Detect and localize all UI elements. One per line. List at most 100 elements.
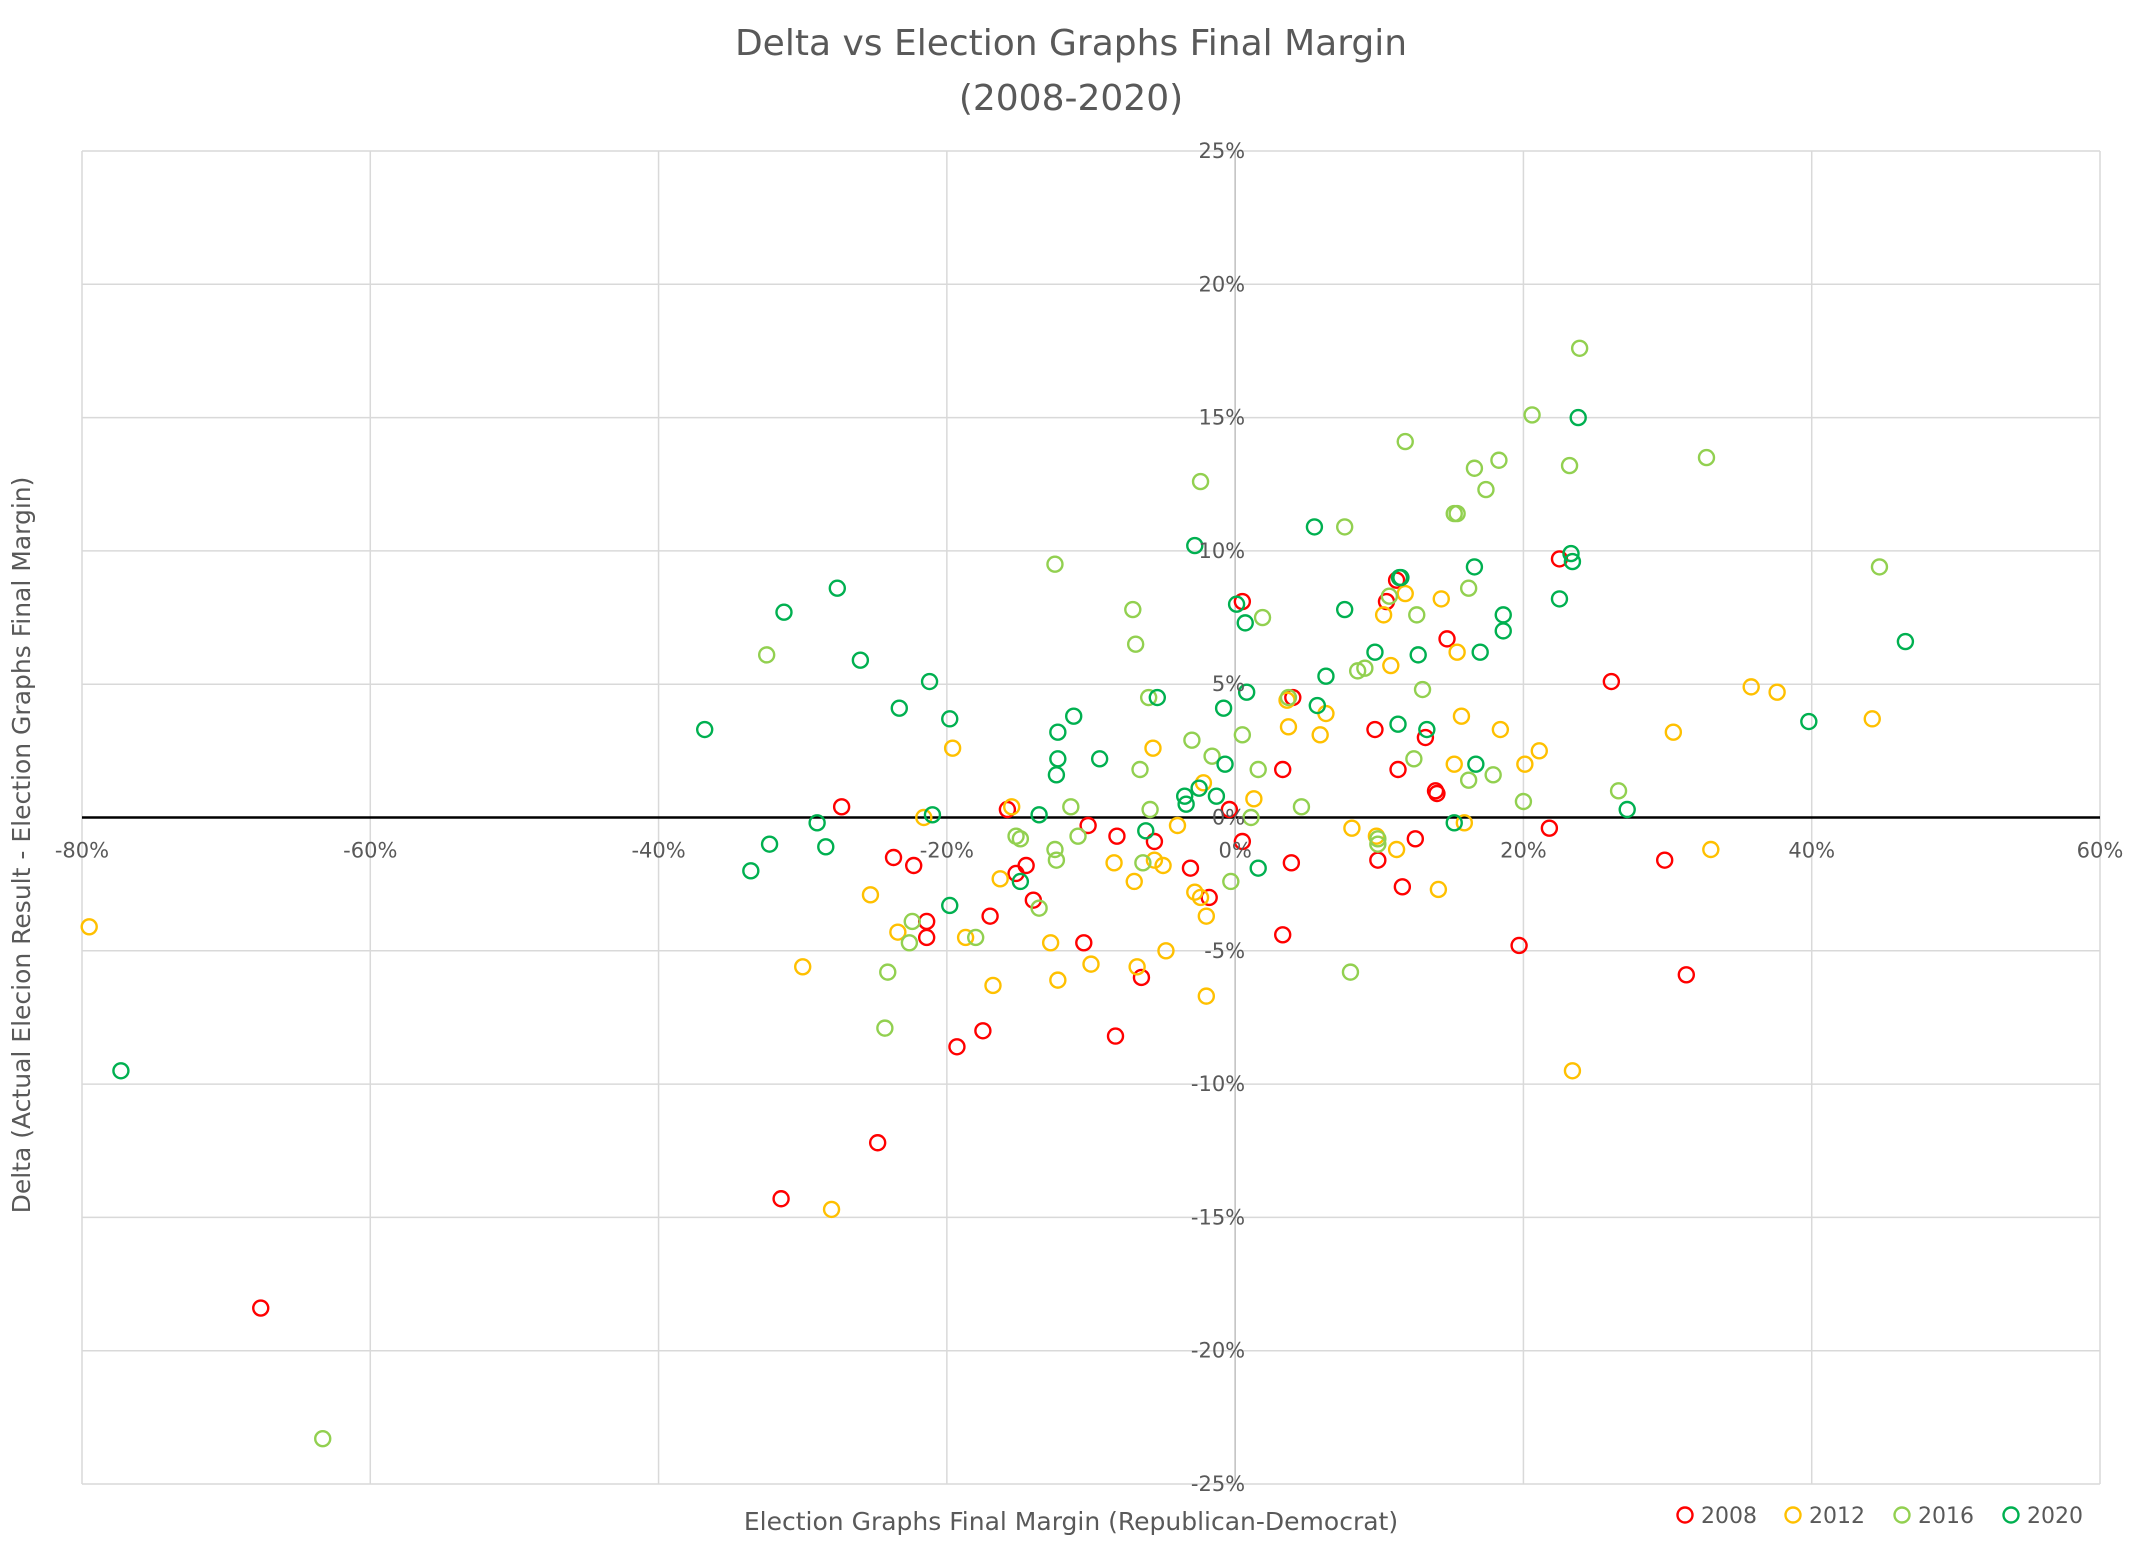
point-2020 <box>851 651 870 669</box>
point-2020 <box>1305 518 1324 536</box>
point-2020 <box>1148 688 1167 707</box>
point-2020 <box>1800 712 1818 731</box>
point-2008 <box>974 1022 992 1040</box>
point-2012 <box>1382 656 1400 675</box>
point-2012 <box>1664 723 1683 741</box>
point-2016 <box>1046 840 1064 859</box>
x-tick-label: -20% <box>920 839 974 863</box>
point-2012 <box>1516 755 1534 773</box>
point-2020 <box>1137 822 1155 840</box>
point-2016 <box>1870 558 1889 576</box>
point-2020 <box>760 835 779 853</box>
point-2016 <box>1141 800 1159 819</box>
point-2012 <box>1125 872 1143 891</box>
point-2012 <box>1245 790 1263 808</box>
point-2012 <box>1145 851 1164 869</box>
point-2016 <box>1134 854 1152 872</box>
point-2012 <box>1197 907 1216 925</box>
point-2016 <box>1570 339 1589 357</box>
point-2020 <box>1236 614 1254 632</box>
legend-marker <box>1893 1506 1911 1524</box>
point-2012 <box>1049 971 1067 989</box>
point-2012 <box>1191 888 1210 907</box>
point-2012 <box>1186 883 1204 901</box>
y-tick-label: 20% <box>1198 272 1245 296</box>
point-2016 <box>1253 608 1272 627</box>
point-2012 <box>943 739 962 757</box>
point-2020 <box>1562 544 1580 563</box>
series-2008 <box>252 550 1696 1317</box>
point-2016 <box>1477 480 1495 499</box>
point-2008 <box>1416 728 1435 747</box>
chart-title-line2: (2008-2020) <box>959 78 1183 119</box>
point-2012 <box>1702 840 1720 859</box>
point-2012 <box>1452 707 1471 725</box>
point-2020 <box>941 710 959 728</box>
point-2020 <box>1392 568 1410 587</box>
point-2020 <box>1465 558 1484 576</box>
point-2016 <box>1242 808 1260 827</box>
point-2020 <box>1317 667 1335 685</box>
point-2016 <box>876 1019 894 1037</box>
legend-marker <box>1676 1506 1694 1524</box>
point-2008 <box>868 1134 887 1152</box>
series-2020 <box>112 408 1915 1080</box>
point-2016 <box>1514 792 1533 811</box>
point-2020 <box>1030 806 1048 824</box>
point-2008 <box>1274 926 1292 944</box>
point-2016 <box>1249 760 1267 779</box>
point-2012 <box>1003 798 1021 816</box>
tick-labels: -80% -60% -40% -20% 0% 20% 40% 60% -25% -20% -15% -… <box>55 139 2123 1496</box>
point-2016 <box>1292 798 1311 816</box>
point-2016 <box>1697 448 1716 467</box>
point-2016 <box>757 646 776 664</box>
x-tick-label: -40% <box>631 839 685 863</box>
point-2016 <box>1030 899 1048 917</box>
point-2008 <box>884 848 903 867</box>
point-2012 <box>822 1200 841 1219</box>
point-2016 <box>966 928 985 947</box>
point-2016 <box>1484 766 1502 784</box>
point-2020 <box>1445 814 1463 832</box>
point-2012 <box>1105 854 1123 872</box>
point-2016 <box>1062 798 1080 816</box>
legend-label: 2008 <box>1701 1504 1757 1529</box>
point-2020 <box>808 814 826 832</box>
y-tick-label: 10% <box>1198 539 1245 563</box>
point-2020 <box>775 603 793 621</box>
point-2016 <box>1408 606 1426 624</box>
point-2016 <box>1369 835 1387 853</box>
point-2020 <box>1366 643 1384 661</box>
legend-marker <box>1784 1506 1802 1524</box>
point-2012 <box>1530 742 1548 760</box>
point-2012 <box>1448 643 1466 661</box>
legend-label: 2012 <box>1809 1504 1865 1529</box>
point-2016 <box>314 1429 332 1448</box>
point-2008 <box>1132 968 1151 987</box>
y-tick-label: -10% <box>1191 1072 1245 1096</box>
point-2020 <box>1418 720 1436 739</box>
point-2008 <box>1393 878 1412 896</box>
point-2008 <box>1108 827 1126 845</box>
point-2008 <box>1655 851 1674 869</box>
point-2012 <box>1374 606 1393 624</box>
point-2016 <box>1396 432 1414 451</box>
point-2008 <box>832 798 851 816</box>
point-2016 <box>1335 518 1354 536</box>
point-2020 <box>1190 779 1208 797</box>
point-2020 <box>1049 723 1067 741</box>
point-2008 <box>1366 720 1384 739</box>
point-2016 <box>1233 726 1252 744</box>
point-2008 <box>981 907 999 925</box>
point-2012 <box>1157 942 1175 960</box>
point-2012 <box>1082 955 1100 973</box>
point-2012 <box>1154 856 1172 875</box>
point-2020 <box>112 1062 130 1080</box>
point-2012 <box>1491 720 1510 739</box>
point-2016 <box>1609 782 1628 800</box>
point-2020 <box>742 862 760 880</box>
point-2016 <box>1124 600 1142 619</box>
point-2012 <box>984 976 1002 995</box>
point-2012 <box>794 958 812 976</box>
point-2012 <box>1432 590 1450 608</box>
